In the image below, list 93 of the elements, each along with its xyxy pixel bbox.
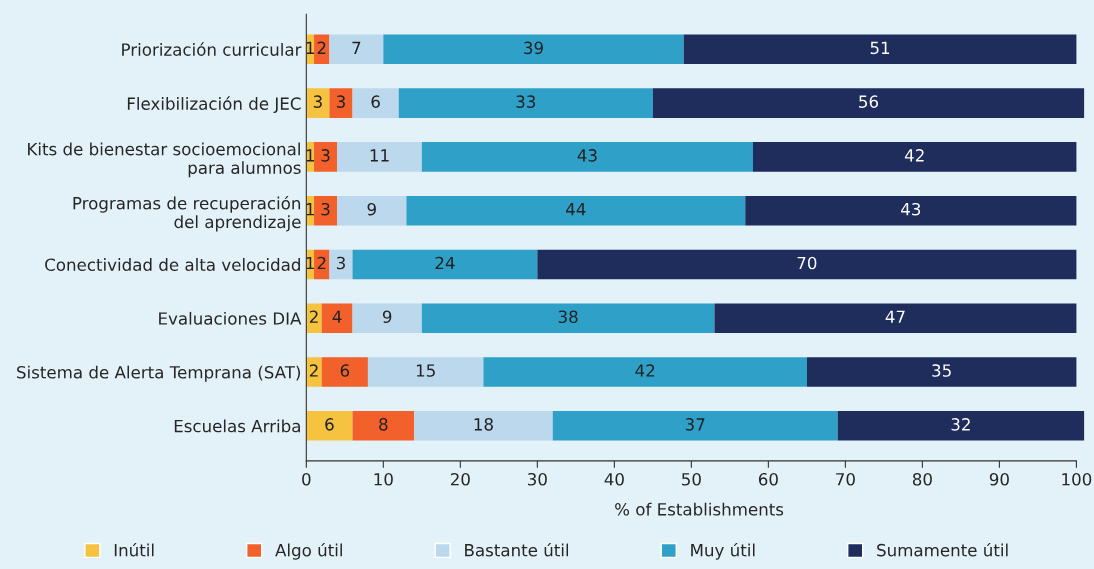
- data-label: 70: [797, 256, 817, 270]
- data-label: 24: [435, 256, 455, 270]
- data-label: 15: [416, 364, 435, 377]
- x-tick-label: 80: [912, 472, 932, 486]
- bar: [414, 411, 553, 441]
- y-tick-label: Conectividad de alta velocidad: [45, 258, 300, 272]
- data-label: 35: [932, 364, 951, 377]
- data-label: 47: [885, 310, 905, 323]
- legend-label: Muy útil: [691, 542, 755, 560]
- y-tick-label: Kits de bienestar socioemocional para alumnos: [28, 142, 301, 178]
- data-label: 3: [336, 256, 345, 270]
- data-label: 51: [870, 41, 890, 55]
- x-tick-label: 0: [302, 472, 311, 486]
- bar: [837, 411, 1085, 441]
- data-label: 18: [474, 418, 493, 431]
- bar: [745, 195, 1077, 226]
- data-label: 3: [336, 95, 345, 108]
- data-label: 3: [321, 202, 330, 216]
- y-tick-label: Priorización curricular: [122, 42, 302, 56]
- data-label: 6: [325, 418, 334, 431]
- data-label: 2: [317, 256, 326, 270]
- bar: [337, 142, 422, 172]
- bar: [552, 411, 838, 441]
- bar: [329, 34, 384, 65]
- x-tick-label: 100: [1062, 472, 1092, 486]
- bar: [337, 195, 407, 226]
- bar: [483, 357, 807, 387]
- bar: [314, 195, 338, 226]
- data-label: 6: [371, 95, 380, 108]
- bar: [406, 195, 746, 226]
- y-tick-label: Programas de recuperación del aprendizaje: [73, 195, 301, 232]
- bar: [683, 34, 1077, 65]
- bar: [421, 142, 753, 172]
- legend-label: Inútil: [114, 542, 154, 557]
- data-label: 11: [370, 149, 389, 162]
- data-label: 37: [685, 418, 705, 431]
- data-label: 39: [524, 41, 543, 55]
- bar: [421, 303, 715, 334]
- bar: [352, 249, 538, 280]
- bar: [306, 411, 353, 441]
- bar: [352, 411, 415, 441]
- y-tick-label: Evaluaciones DIA: [159, 311, 302, 325]
- data-label: 43: [577, 149, 597, 162]
- x-tick-label: 10: [374, 472, 393, 486]
- data-label: 32: [951, 418, 970, 431]
- data-label: 2: [309, 364, 318, 377]
- legend-label: Algo útil: [275, 542, 342, 560]
- data-label: 2: [317, 41, 326, 54]
- bar: [806, 357, 1077, 387]
- data-label: 42: [635, 364, 655, 377]
- data-label: 38: [558, 310, 578, 324]
- data-label: 7: [352, 41, 361, 54]
- data-label: 2: [309, 310, 318, 323]
- x-tick-label: 60: [758, 472, 778, 486]
- bar: [383, 34, 684, 65]
- bar: [652, 88, 1085, 118]
- x-tick-label: 30: [528, 472, 547, 486]
- data-label: 33: [516, 95, 536, 108]
- x-tick-label: 70: [836, 472, 855, 486]
- x-tick-label: 20: [450, 472, 470, 486]
- legend-label: Sumamente útil: [877, 542, 1008, 557]
- bar: [352, 88, 399, 118]
- x-axis-title: % of Establishments: [615, 502, 784, 516]
- data-label: 4: [332, 310, 342, 323]
- x-tick-label: 40: [604, 472, 624, 486]
- data-label: 6: [340, 364, 350, 377]
- x-tick-label: 90: [989, 472, 1009, 486]
- bar: [367, 357, 484, 387]
- data-label: 44: [566, 203, 586, 216]
- data-label: 42: [904, 149, 924, 162]
- bar: [714, 303, 1077, 334]
- bar: [537, 249, 1077, 280]
- bar: [329, 88, 353, 118]
- data-label: 43: [901, 202, 921, 216]
- y-tick-label: Sistema de Alerta Temprana (SAT): [17, 365, 301, 382]
- data-label: 56: [859, 95, 879, 108]
- data-label: 9: [367, 202, 376, 216]
- y-tick-label: Escuelas Arriba: [174, 419, 300, 433]
- data-label: 8: [379, 418, 388, 431]
- data-label: 9: [382, 310, 392, 324]
- bar: [752, 142, 1077, 172]
- legend-label: Bastante útil: [465, 542, 569, 557]
- bar: [398, 88, 653, 118]
- data-label: 3: [313, 95, 322, 108]
- bar: [321, 303, 353, 334]
- bar: [306, 88, 330, 118]
- bar: [329, 249, 353, 280]
- x-tick-label: 50: [682, 472, 701, 486]
- data-label: 3: [321, 149, 330, 162]
- bar: [321, 357, 368, 387]
- y-tick-label: Flexibilización de JEC: [127, 96, 301, 114]
- bar: [352, 303, 422, 334]
- bar: [314, 142, 338, 172]
